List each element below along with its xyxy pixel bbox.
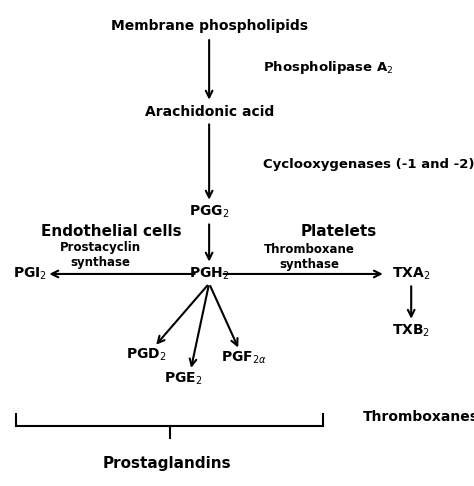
Text: TXA$_2$: TXA$_2$ <box>392 266 430 282</box>
Text: PGF$_{2\alpha}$: PGF$_{2\alpha}$ <box>221 350 267 366</box>
Text: Arachidonic acid: Arachidonic acid <box>145 105 274 119</box>
Text: Prostaglandins: Prostaglandins <box>103 455 232 470</box>
Text: TXB$_2$: TXB$_2$ <box>392 323 430 339</box>
Text: Endothelial cells: Endothelial cells <box>41 224 182 239</box>
Text: Platelets: Platelets <box>301 224 377 239</box>
Text: PGD$_2$: PGD$_2$ <box>126 347 167 363</box>
Text: PGI$_2$: PGI$_2$ <box>13 266 47 282</box>
Text: Thromboxane
synthase: Thromboxane synthase <box>264 243 355 271</box>
Text: Membrane phospholipids: Membrane phospholipids <box>110 19 308 34</box>
Text: Cyclooxygenases (-1 and -2): Cyclooxygenases (-1 and -2) <box>263 158 474 171</box>
Text: Thromboxanes: Thromboxanes <box>363 410 474 424</box>
Text: PGE$_2$: PGE$_2$ <box>164 370 203 387</box>
Text: Phospholipase A$_2$: Phospholipase A$_2$ <box>263 59 393 76</box>
Text: PGH$_2$: PGH$_2$ <box>189 266 229 282</box>
Text: Prostacyclin
synthase: Prostacyclin synthase <box>59 242 140 269</box>
Text: PGG$_2$: PGG$_2$ <box>189 204 229 220</box>
